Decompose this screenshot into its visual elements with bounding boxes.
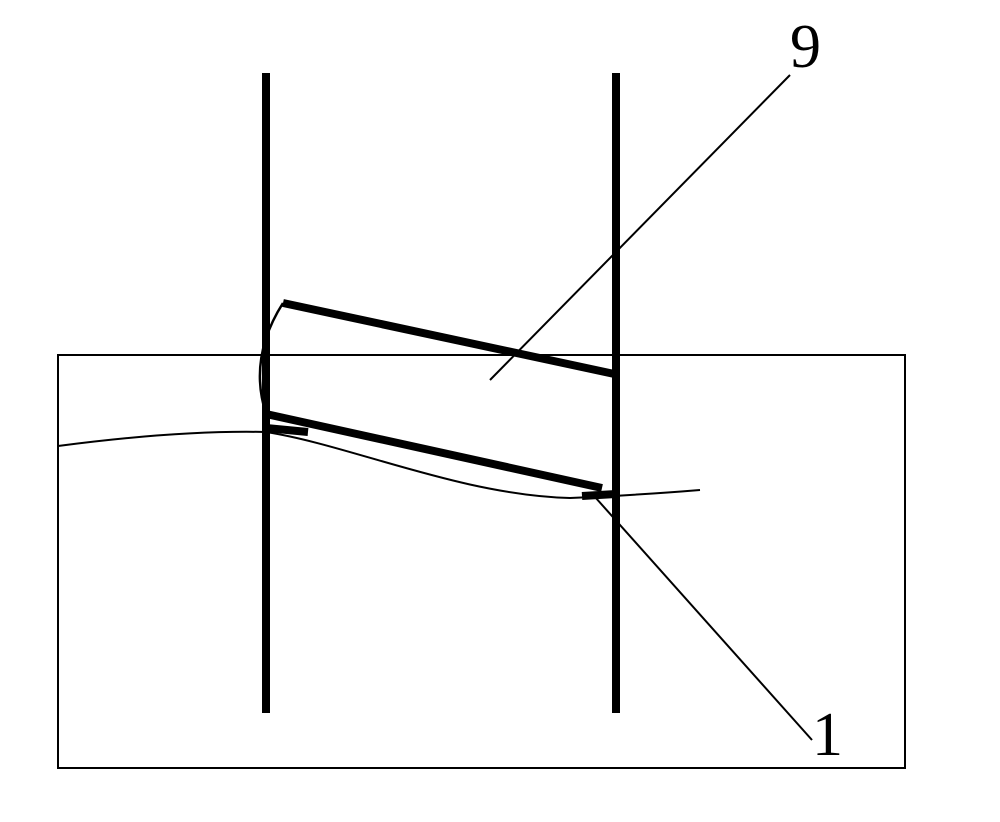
leader-line-1 xyxy=(595,497,812,740)
inclined-top-line xyxy=(283,303,619,375)
outer-frame xyxy=(58,355,905,768)
leader-line-9 xyxy=(490,75,790,380)
callout-label-9: 9 xyxy=(790,12,821,83)
technical-diagram: 9 1 xyxy=(0,0,1000,817)
diagram-svg xyxy=(0,0,1000,817)
inclined-bottom-line xyxy=(266,414,602,488)
callout-label-1: 1 xyxy=(812,700,843,771)
left-support-tab xyxy=(266,428,308,432)
